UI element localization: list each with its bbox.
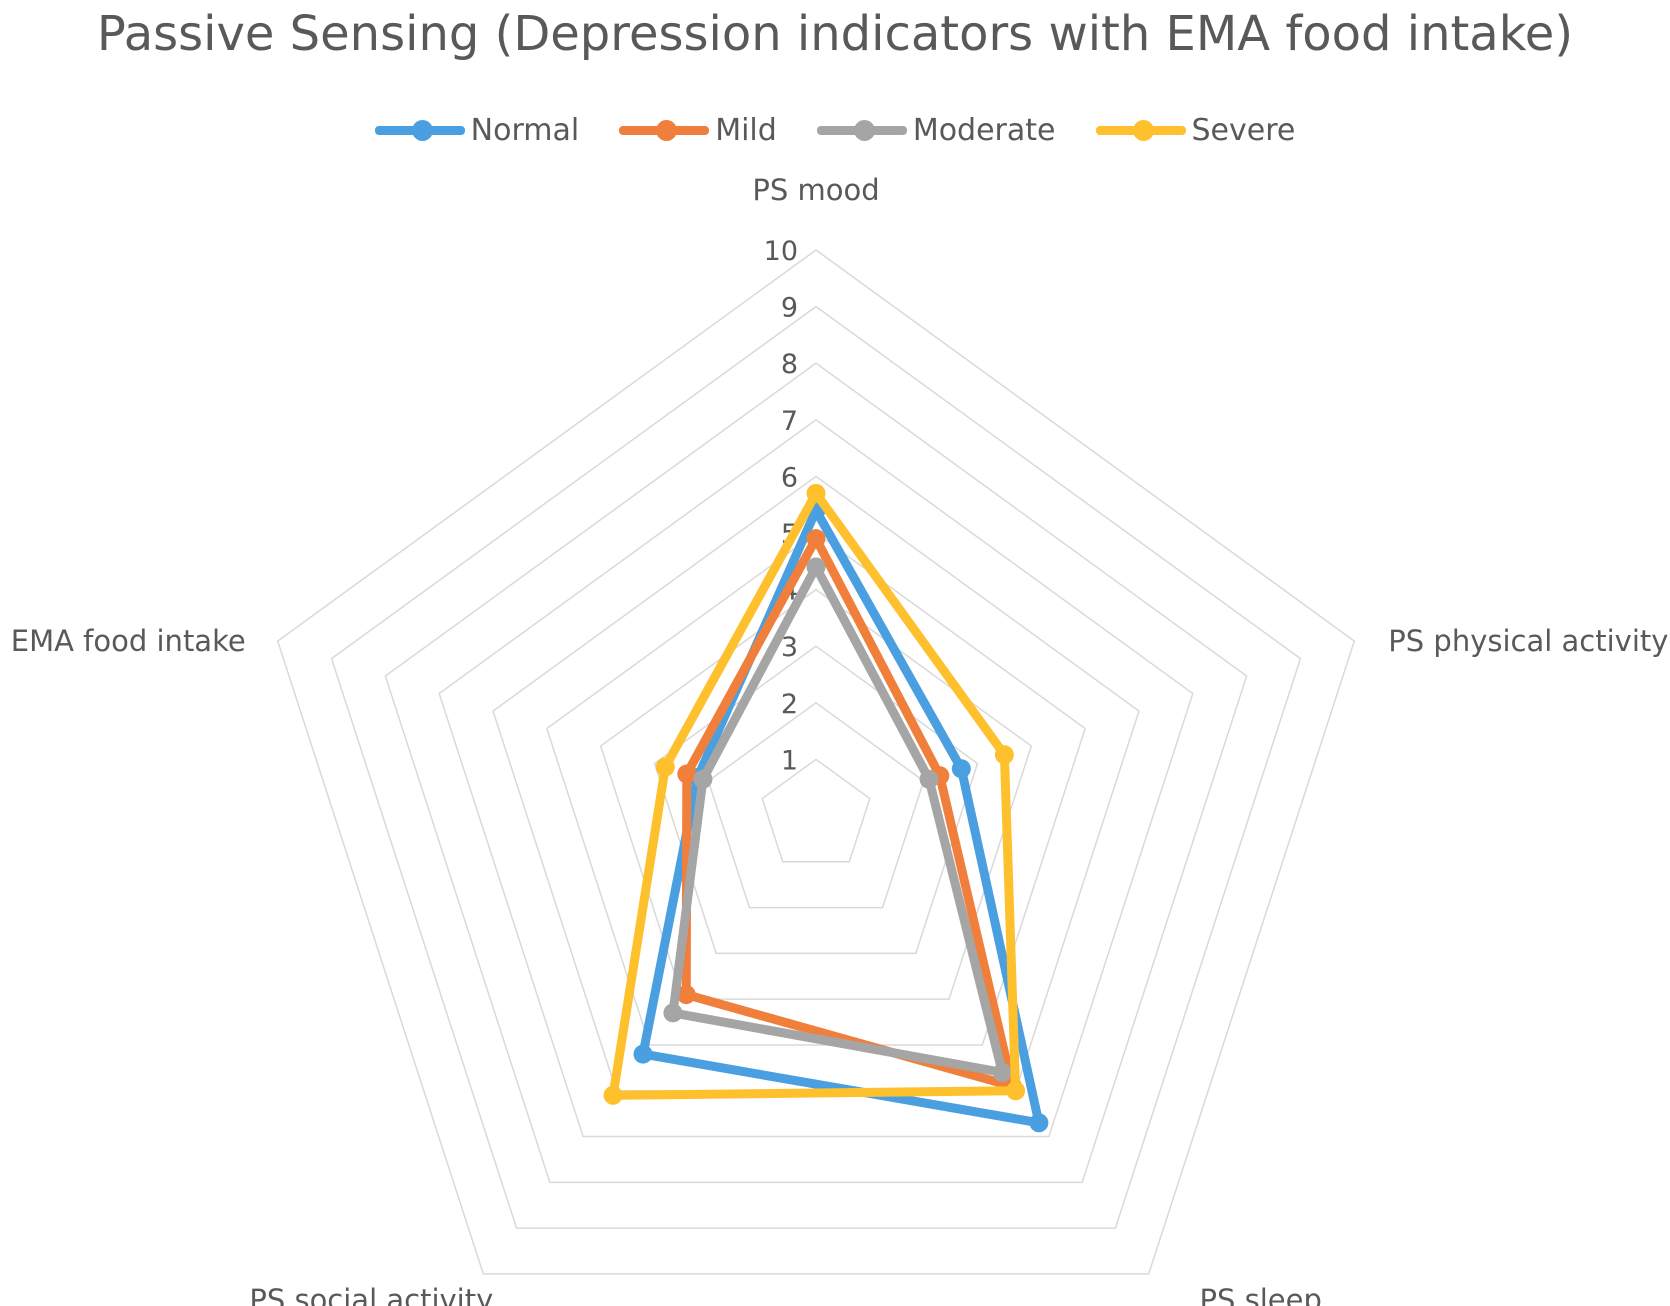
data-point-severe: [1006, 1081, 1026, 1101]
data-point-normal: [951, 759, 971, 779]
data-point-normal: [1029, 1113, 1049, 1133]
tick-label: 7: [781, 406, 798, 437]
grid-ring: [761, 758, 871, 863]
axis-label: PS sleep: [1199, 1283, 1321, 1306]
legend-item-severe[interactable]: Severe: [1095, 113, 1296, 148]
axis-label: PS mood: [752, 173, 879, 207]
grid-ring: [545, 532, 1087, 1046]
data-point-severe: [655, 757, 675, 777]
series-line-moderate: [668, 562, 1007, 1077]
legend-label-mild: Mild: [715, 113, 777, 148]
data-point-normal: [633, 1044, 653, 1064]
tick-label: 1: [781, 745, 798, 776]
data-point-moderate: [663, 1003, 683, 1023]
legend-label-severe: Severe: [1191, 113, 1296, 148]
legend-item-normal[interactable]: Normal: [374, 113, 580, 148]
grid-ring: [438, 418, 1194, 1138]
legend-item-mild[interactable]: Mild: [619, 113, 777, 148]
grid-ring: [330, 305, 1302, 1229]
data-point-mild: [806, 529, 826, 549]
chart-title: Passive Sensing (Depression indicators w…: [96, 6, 1574, 62]
tick-label: 6: [781, 462, 798, 493]
data-point-moderate: [919, 769, 939, 789]
legend-swatch-mild: [619, 120, 710, 141]
tick-label: 9: [781, 293, 798, 324]
data-point-severe: [994, 745, 1014, 765]
axis-label: EMA food intake: [11, 624, 246, 658]
legend: Normal Mild Moderate Severe: [0, 113, 1670, 148]
data-point-moderate: [806, 557, 826, 577]
grid-ring: [276, 249, 1356, 1275]
tick-label: 2: [781, 689, 798, 720]
axis-label: PS physical activity: [1388, 624, 1668, 658]
grid-ring: [384, 362, 1248, 1184]
data-point-moderate: [992, 1062, 1012, 1082]
legend-label-normal: Normal: [470, 113, 580, 148]
series-line-severe: [608, 488, 1021, 1100]
data-point-severe: [603, 1085, 623, 1105]
legend-swatch-severe: [1095, 120, 1186, 141]
data-point-mild: [676, 985, 696, 1005]
grid-ring: [599, 588, 1033, 1000]
legend-swatch-normal: [374, 120, 465, 141]
data-point-severe: [806, 483, 826, 503]
data-point-moderate: [693, 769, 713, 789]
axis-label: PS social activity: [249, 1283, 493, 1306]
tick-label: 8: [781, 349, 798, 380]
grid-ring: [707, 701, 925, 909]
legend-swatch-moderate: [816, 120, 907, 141]
legend-item-moderate[interactable]: Moderate: [816, 113, 1056, 148]
tick-label: 10: [764, 236, 798, 267]
tick-label: 3: [781, 632, 798, 663]
legend-label-moderate: Moderate: [912, 113, 1056, 148]
data-point-mild: [677, 764, 697, 784]
